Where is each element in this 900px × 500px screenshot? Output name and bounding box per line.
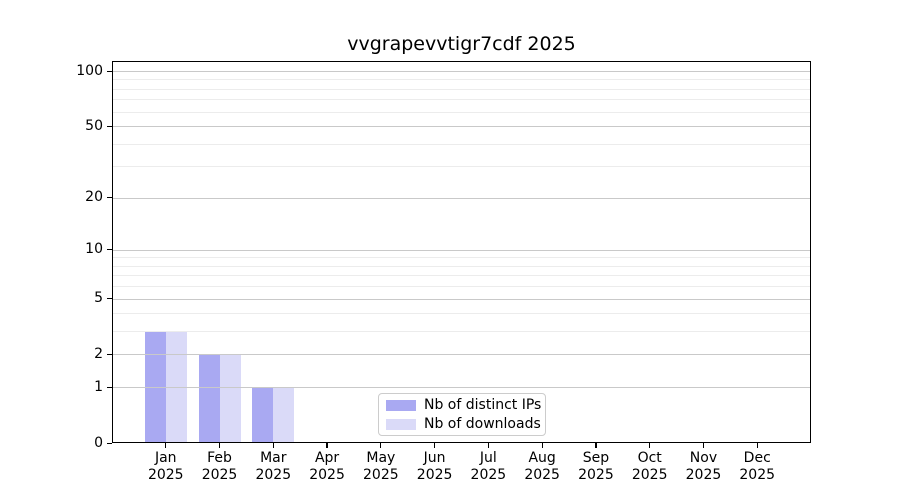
y-tick-label: 1 [94, 378, 103, 395]
x-tick-month: Apr [314, 450, 340, 466]
x-tick-mark [218, 443, 221, 448]
x-tick-year: 2025 [739, 467, 776, 483]
x-tick-label: Sep 2025 [568, 450, 624, 484]
x-tick-mark [595, 443, 597, 448]
x-tick-year: 2025 [416, 467, 453, 483]
x-tick-label: May 2025 [353, 450, 409, 484]
x-tick-month: Mar [260, 450, 287, 466]
x-tick-year: 2025 [255, 467, 292, 483]
x-tick-mark [487, 443, 489, 448]
legend-swatch-downloads [386, 418, 416, 430]
x-tick-month: Jul [479, 450, 497, 466]
x-tick-label: Oct 2025 [622, 450, 678, 484]
y-tick-label: 5 [94, 290, 103, 307]
x-tick-year: 2025 [201, 467, 238, 483]
y-tick-label: 20 [85, 189, 103, 206]
x-tick-month: Dec [743, 450, 771, 466]
x-tick-year: 2025 [147, 467, 184, 483]
x-tick-mark [272, 443, 274, 448]
x-tick-mark [756, 443, 758, 448]
legend-item-downloads: Nb of downloads [386, 416, 541, 432]
x-tick-mark [326, 443, 328, 448]
x-tick-label: Apr 2025 [299, 450, 355, 484]
x-tick-label: Jun 2025 [407, 450, 463, 484]
legend: Nb of distinct IPs Nb of downloads [378, 393, 546, 436]
x-tick-label: Dec 2025 [729, 450, 785, 484]
x-tick-month: Jan [154, 450, 177, 466]
x-tick-month: Aug [528, 450, 556, 466]
x-tick-label: Mar 2025 [245, 450, 301, 484]
legend-label-downloads: Nb of downloads [424, 416, 541, 432]
x-tick-year: 2025 [470, 467, 507, 483]
x-tick-mark [380, 443, 382, 448]
x-tick-month: Oct [637, 450, 662, 466]
x-tick-year: 2025 [309, 467, 345, 483]
y-tick-label: 100 [76, 62, 103, 79]
x-tick-label: Jul 2025 [460, 450, 516, 484]
x-tick-month: Feb [207, 450, 232, 466]
x-tick-year: 2025 [578, 467, 614, 483]
plot-area-border [112, 61, 811, 443]
chart-title: vvgrapevvtigr7cdf 2025 [347, 33, 576, 55]
y-tick-label: 2 [94, 345, 103, 362]
x-tick-label: Aug 2025 [514, 450, 570, 484]
x-tick-mark [541, 443, 543, 448]
y-tick-label: 0 [94, 434, 103, 451]
x-tick-mark [434, 443, 436, 448]
x-tick-year: 2025 [524, 467, 560, 483]
x-tick-label: Nov 2025 [675, 450, 731, 484]
x-tick-label: Jan 2025 [138, 450, 194, 484]
x-tick-year: 2025 [685, 467, 722, 483]
y-tick-label: 10 [85, 241, 103, 258]
x-tick-year: 2025 [363, 467, 399, 483]
x-tick-month: Jun [423, 450, 446, 466]
legend-item-distinct-ips: Nb of distinct IPs [386, 397, 541, 413]
x-tick-month: Nov [689, 450, 718, 466]
x-tick-label: Feb 2025 [192, 450, 248, 484]
x-tick-mark [702, 443, 705, 448]
legend-label-distinct-ips: Nb of distinct IPs [424, 397, 542, 413]
legend-swatch-distinct-ips [386, 399, 416, 411]
x-tick-mark [165, 443, 167, 448]
x-tick-mark [649, 443, 651, 448]
x-tick-month: May [366, 450, 396, 466]
y-tick-label: 50 [85, 117, 103, 134]
x-tick-month: Sep [582, 450, 610, 466]
x-tick-year: 2025 [631, 467, 668, 483]
